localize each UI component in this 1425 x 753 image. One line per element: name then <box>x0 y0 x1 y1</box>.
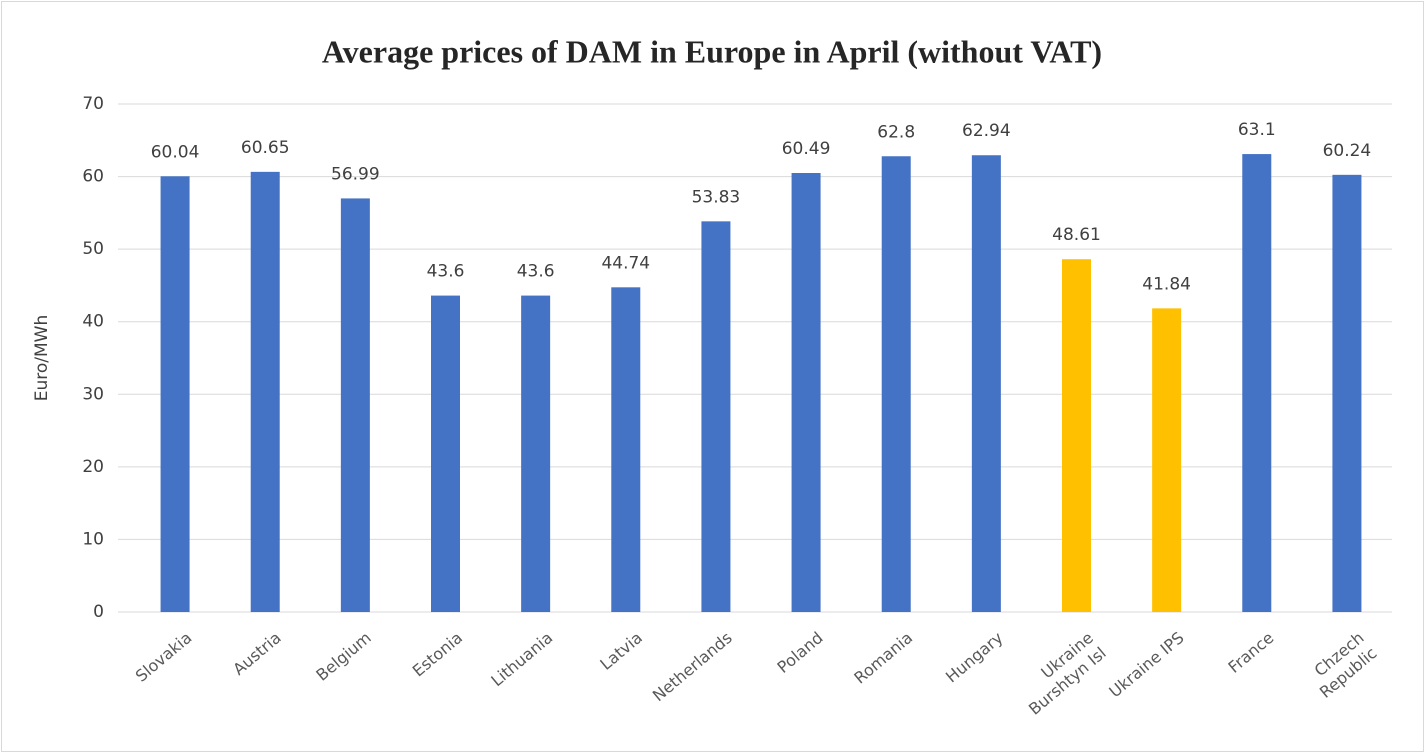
y-tick-label: 50 <box>82 239 104 259</box>
value-label: 43.6 <box>427 262 465 282</box>
value-label: 53.83 <box>692 187 741 207</box>
value-label: 60.49 <box>782 139 831 159</box>
bar <box>1062 259 1091 612</box>
value-label: 41.84 <box>1142 274 1191 294</box>
value-label: 63.1 <box>1238 120 1276 140</box>
y-tick-label: 0 <box>93 602 104 622</box>
value-label: 62.8 <box>877 122 915 142</box>
value-label: 56.99 <box>331 164 380 184</box>
y-tick-label: 60 <box>82 167 104 187</box>
value-label: 44.74 <box>601 253 650 273</box>
bar <box>701 221 731 612</box>
bar <box>1242 154 1272 612</box>
y-tick-label: 20 <box>82 457 104 477</box>
chart-title: Average prices of DAM in Europe in April… <box>322 33 1102 69</box>
bar <box>160 176 190 613</box>
value-label: 43.6 <box>517 262 555 282</box>
bar <box>1152 308 1182 612</box>
bar <box>521 295 551 612</box>
y-tick-label: 10 <box>82 529 104 549</box>
y-tick-label: 30 <box>82 384 104 404</box>
bar <box>791 173 821 612</box>
y-axis-label: Euro/MWh <box>32 315 52 402</box>
value-label: 62.94 <box>962 121 1011 141</box>
y-tick-label: 70 <box>82 94 104 114</box>
bar <box>250 171 280 612</box>
bar <box>1332 174 1362 612</box>
value-label: 60.04 <box>151 142 200 162</box>
bar <box>971 155 1001 613</box>
value-label: 60.65 <box>241 138 290 158</box>
bar <box>611 287 641 612</box>
y-tick-label: 40 <box>82 312 104 332</box>
bar <box>340 198 370 612</box>
value-label: 48.61 <box>1052 225 1101 245</box>
bar <box>431 295 460 612</box>
value-label: 60.24 <box>1323 141 1372 161</box>
bar <box>881 156 911 612</box>
